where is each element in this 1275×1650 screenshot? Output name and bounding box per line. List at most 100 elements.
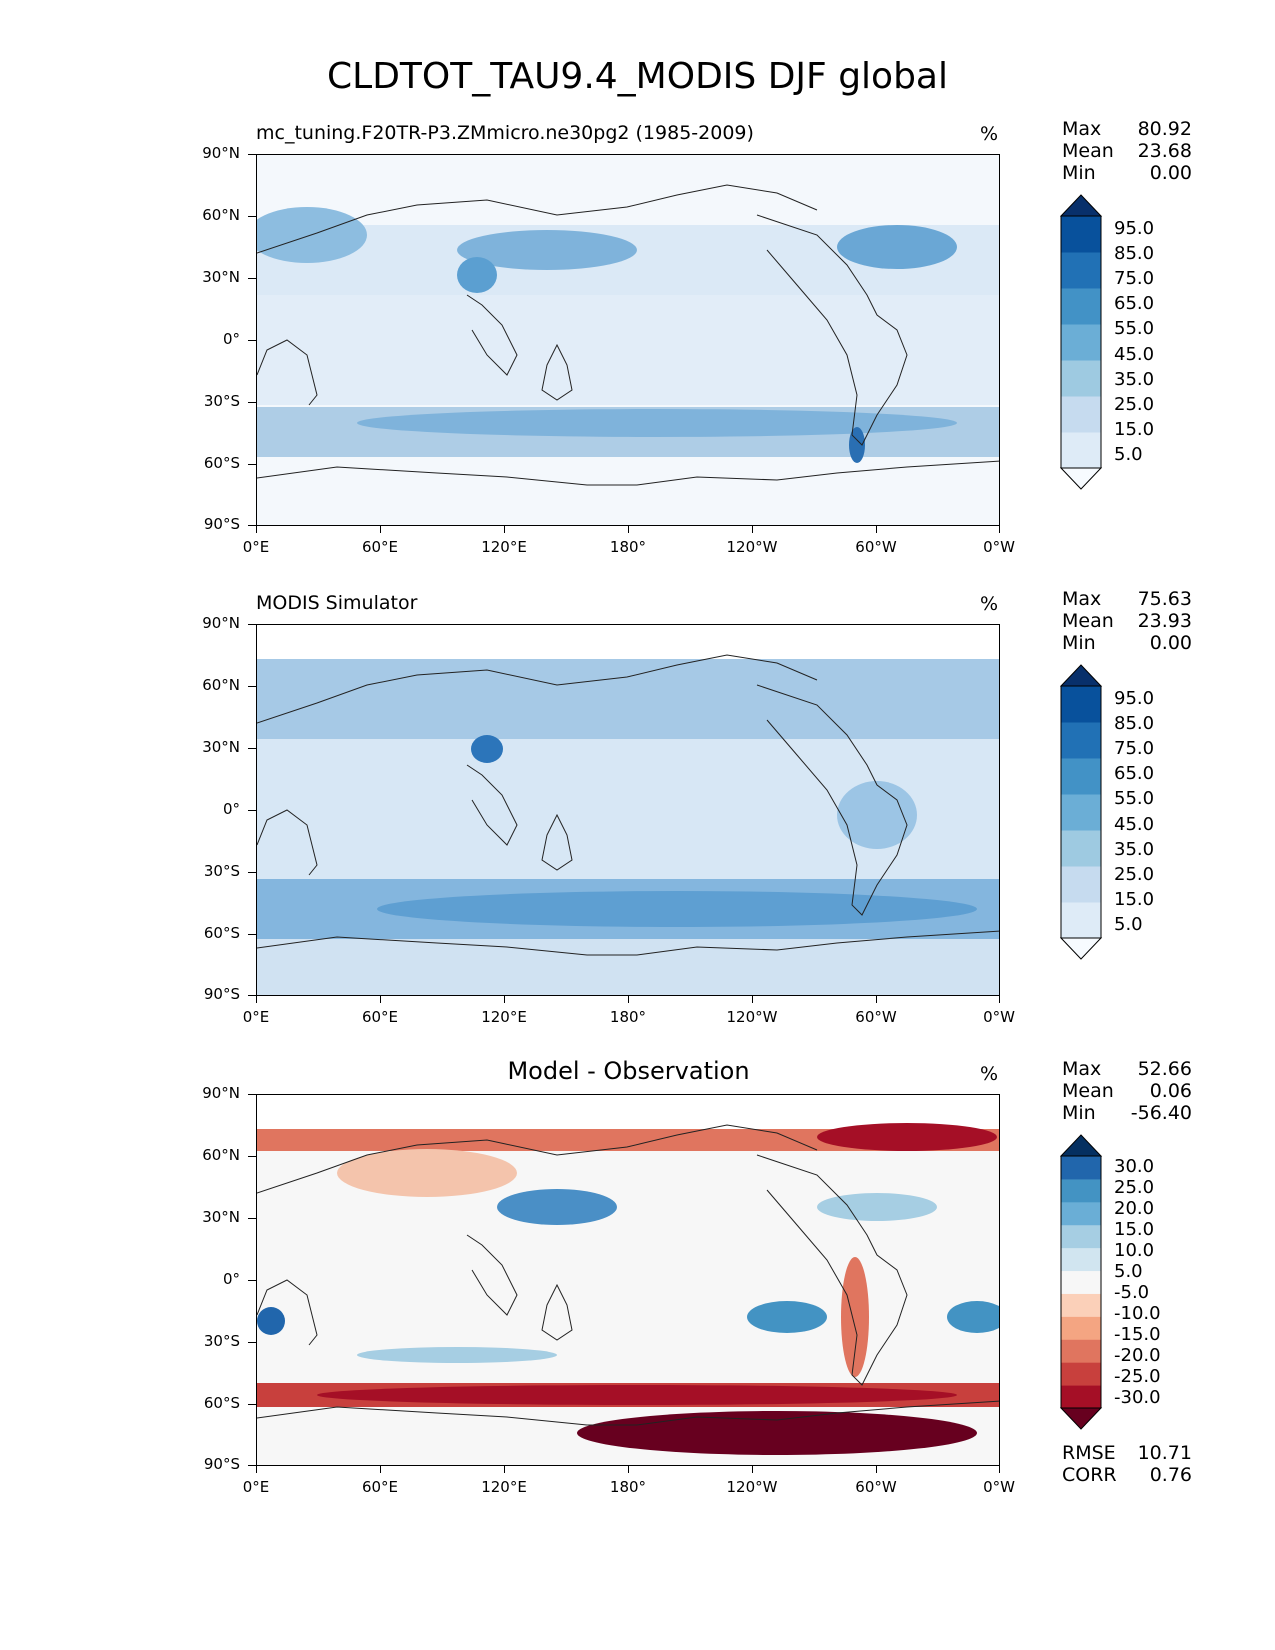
units-label: %	[980, 593, 999, 615]
lat-tick	[248, 525, 256, 526]
lon-tick	[380, 996, 381, 1003]
colorbar	[1060, 664, 1103, 960]
lat-tick	[248, 748, 256, 749]
stat-label: Min	[1062, 162, 1096, 184]
colorbar-tick-label: 45.0	[1114, 343, 1155, 365]
lon-label: 120°E	[481, 538, 527, 556]
map-plot	[256, 624, 1000, 996]
colorbar-segment	[1061, 686, 1101, 723]
colorbar-tick-label: 5.0	[1114, 444, 1143, 466]
stat-value: 75.63	[1137, 588, 1192, 610]
stat-label: Mean	[1062, 140, 1114, 162]
lat-label: 0°	[222, 330, 240, 348]
lat-label: 90°S	[203, 515, 240, 533]
colorbar-tick-label: -10.0	[1114, 1302, 1161, 1324]
lon-label: 0°W	[983, 1478, 1015, 1496]
lat-label: 30°S	[203, 1332, 240, 1350]
colorbar-tick-label: 5.0	[1114, 914, 1143, 936]
map-plot	[256, 154, 1000, 526]
colorbar-tick-label: -5.0	[1114, 1281, 1150, 1303]
colorbar-segment	[1061, 1178, 1101, 1203]
lat-tick	[248, 624, 256, 625]
lat-label: 60°S	[203, 924, 240, 942]
metric-label: RMSE	[1062, 1442, 1116, 1464]
lat-label: 30°N	[202, 738, 240, 756]
lon-label: 60°E	[361, 1008, 399, 1026]
lon-tick	[628, 996, 629, 1003]
lat-tick	[248, 934, 256, 935]
lon-tick	[752, 526, 753, 533]
lon-tick	[999, 1466, 1000, 1473]
stat-label: Max	[1062, 1058, 1102, 1080]
panel-model: mc_tuning.F20TR-P3.ZMmicro.ne30pg2 (1985…	[0, 0, 1275, 556]
colorbar-segment	[1061, 758, 1101, 795]
lat-label: 90°S	[203, 985, 240, 1003]
lon-tick	[876, 1466, 877, 1473]
lon-label: 180°	[609, 1478, 647, 1496]
lon-label: 120°W	[726, 1478, 778, 1496]
lat-label: 30°S	[203, 392, 240, 410]
map-plot	[256, 1094, 1000, 1466]
colorbar-tick-label: -20.0	[1114, 1344, 1161, 1366]
colorbar-tick-label: 55.0	[1114, 788, 1155, 810]
lon-label: 120°W	[726, 1008, 778, 1026]
lat-tick	[248, 1156, 256, 1157]
lat-tick	[248, 154, 256, 155]
colorbar-tick-label: 75.0	[1114, 738, 1155, 759]
stat-label: Mean	[1062, 1080, 1114, 1102]
panel-observation: MODIS Simulator % 90°N 60°	[0, 470, 1275, 1026]
metric-label: CORR	[1062, 1464, 1117, 1486]
lon-tick	[876, 996, 877, 1003]
colorbar-frame	[1060, 685, 1102, 939]
lon-tick	[256, 1466, 257, 1473]
lon-tick	[504, 1466, 505, 1473]
lon-label: 0°E	[242, 1008, 270, 1026]
lat-tick	[248, 1280, 256, 1281]
panel-difference: Model - Observation %	[0, 940, 1275, 1496]
colorbar-tick-label: 35.0	[1114, 838, 1155, 860]
lon-label: 60°E	[361, 538, 399, 556]
lat-label: 60°N	[202, 676, 240, 694]
panel-title: Model - Observation	[507, 1057, 750, 1085]
colorbar-segment	[1061, 1385, 1101, 1409]
colorbar	[1060, 194, 1103, 490]
lat-label: 90°N	[202, 1084, 240, 1102]
stat-label: Min	[1062, 1102, 1096, 1124]
colorbar-tick-label: 65.0	[1114, 763, 1155, 785]
colorbar-tick-label: 25.0	[1114, 864, 1155, 885]
lat-label: 60°N	[202, 1146, 240, 1164]
colorbar-segment	[1061, 1224, 1101, 1249]
lon-tick	[752, 996, 753, 1003]
observation-field-map	[257, 625, 999, 995]
colorbar-segment	[1061, 288, 1101, 325]
colorbar-tick-label: 45.0	[1114, 813, 1155, 835]
lat-label: 60°N	[202, 206, 240, 224]
lon-tick	[628, 1466, 629, 1473]
colorbar-tick-label: 65.0	[1114, 293, 1155, 315]
colorbar-extend-max	[1060, 664, 1103, 687]
colorbar-segment	[1061, 794, 1101, 831]
colorbar-tick-label: 25.0	[1114, 394, 1155, 415]
colorbar-tick-label: 20.0	[1114, 1197, 1155, 1219]
stat-label: Mean	[1062, 610, 1114, 632]
lat-label: 60°S	[203, 454, 240, 472]
colorbar-extend-max	[1060, 1134, 1103, 1157]
lat-label: 30°N	[202, 1208, 240, 1226]
coastline	[257, 184, 999, 486]
panel-title: MODIS Simulator	[256, 592, 418, 614]
colorbar-segment	[1061, 722, 1101, 759]
lon-tick	[752, 1466, 753, 1473]
lat-tick	[248, 402, 256, 403]
lat-tick	[248, 1404, 256, 1405]
colorbar-tick-label: 10.0	[1114, 1239, 1155, 1261]
colorbar-segment	[1061, 432, 1101, 469]
colorbar-tick-label: 75.0	[1114, 268, 1155, 289]
lat-label: 0°	[222, 800, 240, 818]
lat-tick	[248, 464, 256, 465]
colorbar-segment	[1061, 1270, 1101, 1294]
lon-tick	[380, 526, 381, 533]
colorbar-tick-label: 15.0	[1114, 1218, 1155, 1240]
colorbar-extend-min	[1060, 1407, 1103, 1430]
stat-value: -56.40	[1130, 1102, 1192, 1124]
lat-label: 30°S	[203, 862, 240, 880]
